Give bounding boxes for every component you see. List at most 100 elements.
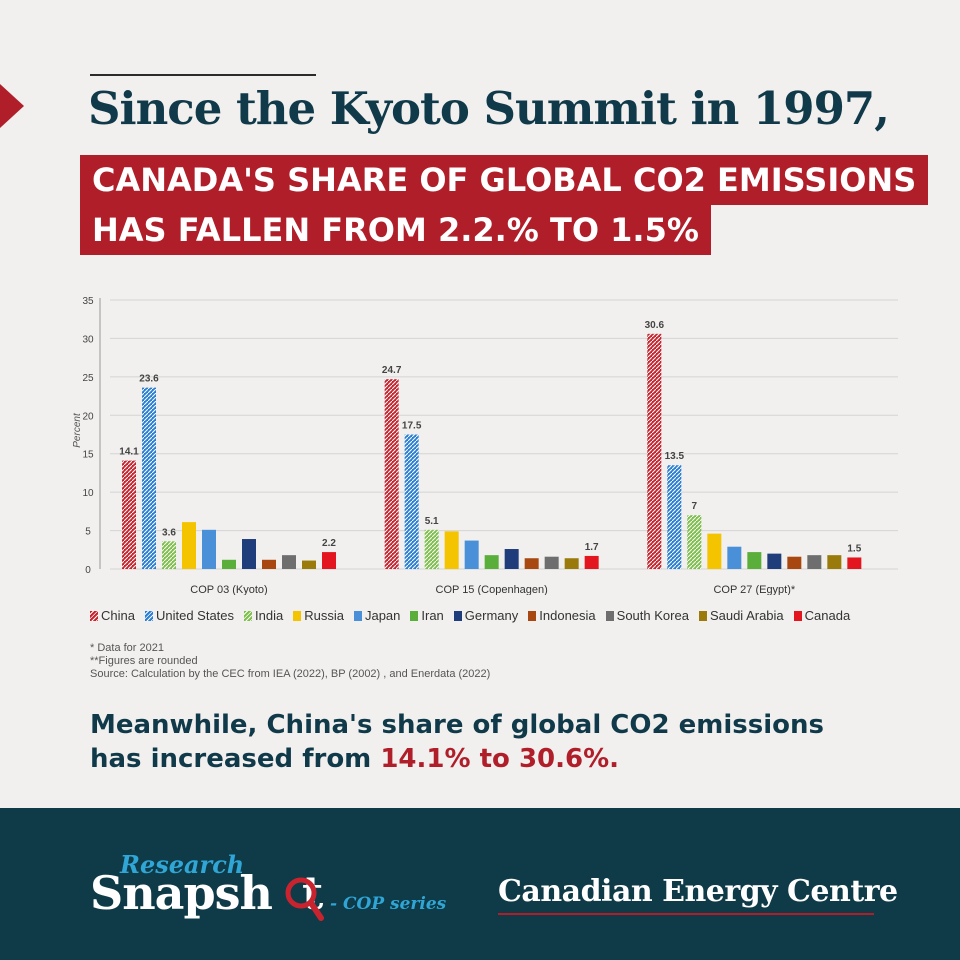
snapshot-wordmark: Snapsh t	[90, 866, 323, 920]
data-label: 5.1	[425, 516, 439, 527]
y-tick-label: 20	[82, 411, 94, 422]
bar	[524, 558, 539, 569]
bar	[807, 555, 822, 569]
note-source: Source: Calculation by the CEC from IEA …	[90, 668, 491, 680]
legend-swatch	[244, 610, 253, 621]
research-wordmark: Research	[120, 850, 245, 879]
bar	[544, 556, 559, 569]
legend-swatch	[353, 610, 362, 621]
legend-item: Indonesia	[528, 608, 596, 623]
legend-swatch	[528, 610, 537, 621]
emissions-bar-chart: 0 5 10 15 20 25 30 35 Percent 14.1 23.6 3.6 2.2 COP 0…	[72, 296, 898, 595]
headline: Since the Kyoto Summit in 1997,	[88, 82, 890, 135]
category-label: COP 27 (Egypt)*	[713, 584, 795, 595]
bar	[182, 522, 196, 569]
legend-label: China	[101, 608, 135, 623]
bar	[667, 465, 682, 569]
y-tick-label: 30	[82, 334, 94, 345]
legend-label: Russia	[304, 608, 344, 623]
y-tick-label: 10	[82, 488, 94, 499]
cop-series-tag: - COP series	[330, 894, 447, 914]
note-rounded: **Figures are rounded	[90, 655, 198, 667]
bar	[827, 555, 842, 569]
legend-swatch	[410, 610, 419, 621]
legend-item: Canada	[793, 608, 851, 623]
bar	[687, 515, 702, 569]
category-label: COP 15 (Copenhagen)	[436, 584, 548, 595]
bar	[282, 555, 296, 569]
legend-item: Germany	[453, 608, 519, 623]
legend-label: India	[255, 608, 284, 623]
bar	[504, 549, 519, 569]
legend-item: South Korea	[605, 608, 689, 623]
note-data-year: * Data for 2021	[90, 642, 164, 654]
bar	[444, 531, 459, 569]
data-label: 7	[692, 501, 698, 512]
legend-swatch	[605, 610, 614, 621]
bar	[262, 559, 276, 569]
legend-label: United States	[155, 608, 235, 623]
cec-logo-text: Canadian Energy Centre	[498, 874, 898, 909]
bar	[122, 460, 136, 569]
data-label: 1.5	[847, 543, 861, 554]
bar	[464, 540, 479, 569]
bar	[584, 555, 599, 569]
bar	[404, 434, 419, 569]
legend-swatch	[144, 610, 153, 621]
legend-label: Canada	[804, 608, 851, 623]
banner-line-1: CANADA'S SHARE OF GLOBAL CO2 EMISSIONS	[80, 155, 929, 205]
legend-label: Germany	[464, 608, 519, 623]
legend-label: South Korea	[616, 608, 689, 623]
y-tick-label: 25	[82, 373, 94, 384]
legend-label: Japan	[364, 608, 401, 623]
magnifier-icon	[285, 877, 324, 921]
legend-label: Indonesia	[539, 608, 596, 623]
meanwhile-line-2: has increased from 14.1% to 30.6%.	[90, 742, 824, 776]
data-label: 1.7	[585, 542, 599, 553]
category-label: COP 03 (Kyoto)	[190, 584, 267, 595]
meanwhile-highlight: 14.1% to 30.6%.	[380, 744, 620, 774]
y-tick-label: 15	[82, 450, 94, 461]
data-label: 3.6	[162, 527, 176, 538]
y-tick-label: 35	[82, 296, 94, 307]
meanwhile-line-2-prefix: has increased from	[90, 744, 381, 774]
bar	[727, 546, 742, 569]
bar	[142, 387, 156, 569]
arrow-marker-icon	[0, 84, 24, 128]
meanwhile-line-1: Meanwhile, China's share of global CO2 e…	[90, 710, 824, 740]
data-label: 30.6	[645, 320, 665, 331]
snapshot-text: Snapsh	[90, 866, 273, 920]
chart-legend: China United States India Russia Japan Iran Ge…	[90, 608, 850, 623]
legend-item: Iran	[410, 608, 444, 623]
legend-label: Saudi Arabia	[709, 608, 784, 623]
bar	[484, 555, 499, 569]
bar	[384, 379, 399, 569]
legend-swatch	[453, 610, 462, 621]
legend-swatch	[698, 610, 707, 621]
bar	[302, 560, 316, 569]
legend-item: Japan	[353, 608, 401, 623]
legend-item: Saudi Arabia	[698, 608, 784, 623]
legend-item: India	[244, 608, 283, 623]
data-label: 13.5	[665, 451, 685, 462]
bar	[847, 557, 862, 569]
y-tick-label: 0	[85, 565, 91, 576]
footer: Research Snapsh t - COP series Canadian E…	[0, 808, 960, 960]
data-label: 23.6	[139, 374, 159, 385]
bar	[647, 333, 662, 569]
meanwhile-statement: Meanwhile, China's share of global CO2 e…	[90, 708, 824, 776]
legend-label: Iran	[421, 608, 444, 623]
bar	[424, 529, 439, 569]
bar	[564, 558, 579, 569]
bar	[202, 529, 216, 569]
cec-underline	[498, 913, 874, 915]
data-label: 24.7	[382, 365, 402, 376]
bar	[242, 539, 256, 569]
chart-notes: * Data for 2021 **Figures are rounded So…	[90, 642, 490, 681]
bar	[222, 559, 236, 569]
y-axis-label: Percent	[72, 412, 83, 448]
bar	[747, 552, 762, 569]
legend-swatch	[293, 610, 302, 621]
bar	[162, 541, 176, 569]
data-label: 2.2	[322, 538, 336, 549]
